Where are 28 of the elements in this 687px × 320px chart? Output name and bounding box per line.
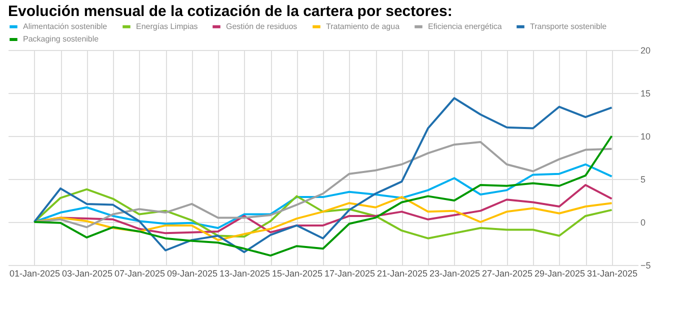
y-tick-label: 5 (640, 174, 646, 184)
y-tick-label: 15 (640, 88, 651, 98)
legend-label: Eficiencia energética (428, 22, 502, 31)
legend-label: Energías Limpias (136, 22, 198, 31)
legend-label: Transporte sostenible (530, 22, 608, 31)
x-tick-label: 03-Jan-2025 (62, 268, 113, 278)
legend-label: Gestión de residuos (226, 22, 298, 31)
legend-label: Packaging sostenible (23, 34, 100, 44)
x-tick-label: 07-Jan-2025 (114, 268, 166, 278)
chart-title: Evolución mensual de la cotización de la cartera por sectores: (8, 3, 452, 20)
x-tick-label: 15-Jan-2025 (272, 268, 323, 278)
x-tick-label: 01-Jan-2025 (9, 268, 60, 278)
x-tick-label: 09-Jan-2025 (166, 268, 218, 278)
y-tick-label: −5 (640, 260, 651, 270)
x-tick-label: 17-Jan-2025 (324, 268, 376, 278)
x-tick-label: 23-Jan-2025 (429, 268, 480, 278)
legend-label: Tratamiento de agua (326, 22, 400, 31)
x-tick-label: 13-Jan-2025 (219, 268, 270, 278)
x-tick-label: 31-Jan-2025 (586, 268, 638, 278)
x-tick-label: 27-Jan-2025 (482, 268, 533, 278)
x-tick-label: 29-Jan-2025 (534, 268, 586, 278)
line-series (33, 97, 613, 254)
x-tick-label: 21-Jan-2025 (376, 268, 428, 278)
y-tick-label: 0 (640, 218, 646, 228)
y-tick-label: 20 (640, 46, 651, 56)
line-series (33, 135, 613, 257)
legend-label: Alimentación sostenible (23, 22, 108, 31)
y-tick-label: 10 (640, 132, 651, 142)
